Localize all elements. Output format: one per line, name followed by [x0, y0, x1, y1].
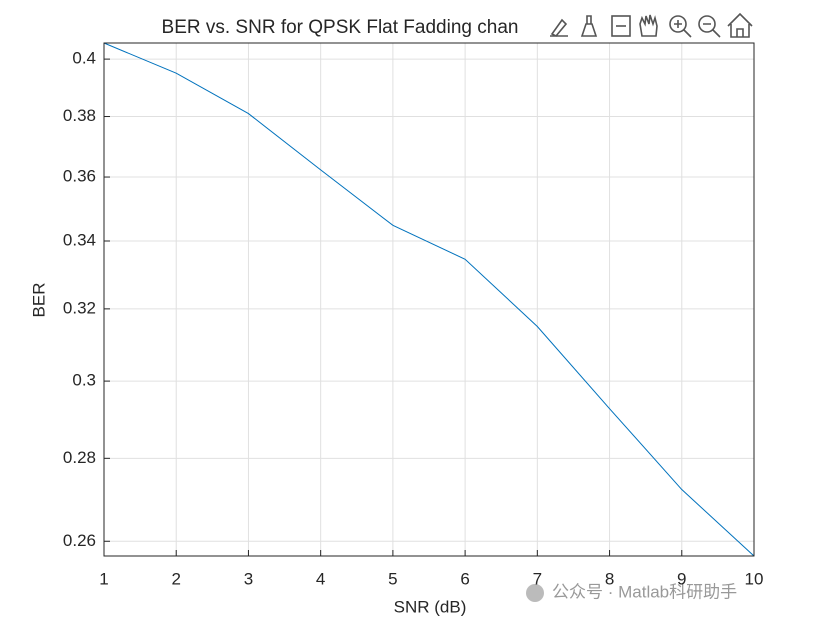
y-tick-label: 0.26: [63, 531, 96, 550]
y-axis-label: BER: [29, 283, 48, 318]
y-tick-label: 0.3: [72, 371, 96, 390]
x-tick-label: 7: [533, 569, 542, 588]
icon-brush[interactable]: [580, 15, 598, 37]
plot-area: [104, 43, 754, 556]
toolbar[interactable]: [545, 12, 755, 40]
x-tick-label: 4: [316, 569, 325, 588]
watermark: 公众号 · Matlab科研助手: [552, 582, 737, 601]
y-tick-label: 0.36: [63, 167, 96, 186]
icon-zoom-out[interactable]: [698, 15, 716, 33]
icon-zoom-out-glyph: [703, 23, 721, 38]
y-tick-label: 0.4: [72, 49, 96, 68]
y-tick-label: 0.34: [63, 230, 96, 249]
icon-home[interactable]: [727, 12, 753, 38]
icon-datatip[interactable]: [611, 15, 631, 37]
y-tick-label: 0.28: [63, 448, 96, 467]
x-axis-label: SNR (dB): [394, 597, 467, 616]
icon-zoom-in-glyph: [674, 20, 692, 38]
x-tick-label: 9: [677, 569, 686, 588]
x-tick-label: 2: [171, 569, 180, 588]
line-series: [103, 42, 755, 557]
x-tick-label: 3: [244, 569, 253, 588]
x-tick-label: 8: [605, 569, 614, 588]
x-tick-label: 6: [460, 569, 469, 588]
x-tick-label: 1: [99, 569, 108, 588]
icon-edit[interactable]: [550, 18, 568, 37]
chart-title: BER vs. SNR for QPSK Flat Fadding chan: [162, 17, 519, 38]
icon-pan[interactable]: [639, 14, 658, 37]
axes-box: [103, 42, 755, 557]
y-tick-label: 0.38: [63, 106, 96, 125]
x-tick-label: 5: [388, 569, 397, 588]
x-tick-label: 10: [745, 569, 764, 588]
watermark-icon: [526, 584, 544, 602]
icon-zoom-in[interactable]: [669, 15, 687, 33]
lines: [103, 42, 755, 557]
y-tick-label: 0.32: [63, 298, 96, 317]
